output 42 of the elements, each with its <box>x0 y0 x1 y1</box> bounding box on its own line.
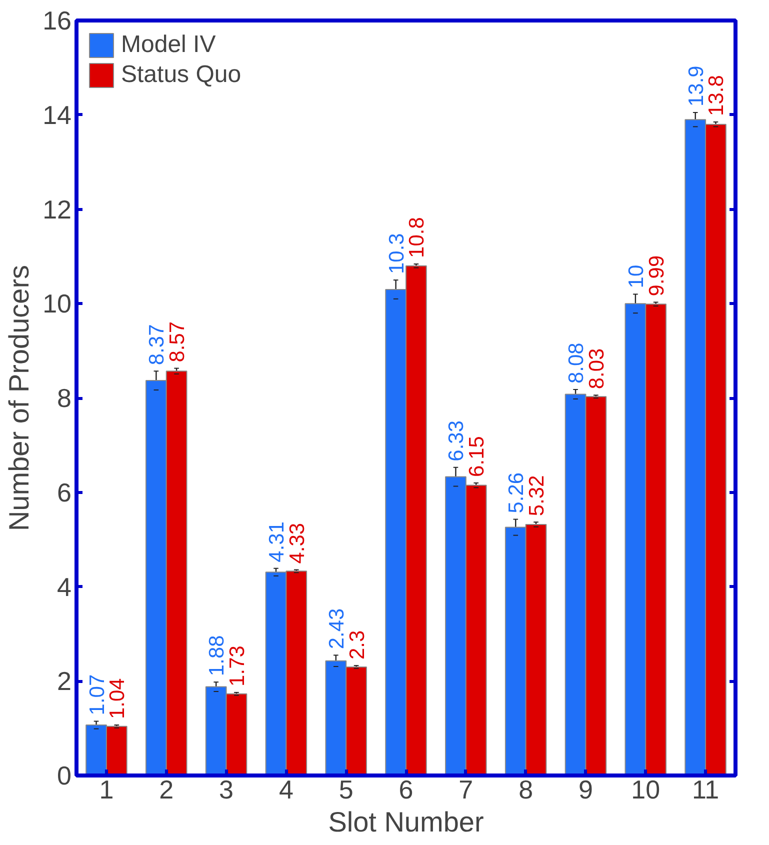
x-tick-label: 6 <box>398 774 414 804</box>
data-label: 8.57 <box>166 321 190 362</box>
x-tick-label: 5 <box>338 774 354 804</box>
data-label: 5.26 <box>505 472 528 514</box>
data-label: 9.99 <box>645 255 668 296</box>
data-label: 5.32 <box>526 475 549 516</box>
x-tick-label: 7 <box>458 774 474 804</box>
data-label: 10.8 <box>406 217 429 258</box>
x-axis-title: Slot Number <box>328 806 484 838</box>
x-tick-label: 1 <box>99 774 114 804</box>
data-label: 2.43 <box>325 608 348 650</box>
y-tick-label: 0 <box>57 760 72 790</box>
data-label: 13.9 <box>684 66 708 107</box>
x-tick-label: 9 <box>578 774 593 804</box>
data-label: 1.04 <box>106 678 130 720</box>
y-tick-label: 12 <box>42 194 72 224</box>
data-label: 6.15 <box>466 436 489 477</box>
y-tick-label: 2 <box>57 666 72 696</box>
data-label: 4.33 <box>286 522 309 564</box>
data-label: 4.31 <box>265 521 288 562</box>
y-tick-label: 10 <box>42 288 72 319</box>
x-tick-label: 8 <box>518 774 534 804</box>
data-label: 8.37 <box>146 324 169 366</box>
y-tick-label: 6 <box>57 477 72 508</box>
x-tick-label: 2 <box>159 774 174 804</box>
data-label: 6.33 <box>445 420 468 462</box>
y-tick-label: 16 <box>42 6 72 36</box>
x-tick-label: 3 <box>219 774 234 804</box>
x-tick-label: 11 <box>692 774 720 804</box>
data-label: 13.8 <box>705 75 728 116</box>
legend-label: Model IV <box>121 31 216 59</box>
x-tick-label: 10 <box>631 774 660 804</box>
legend-label: Status Quo <box>121 61 242 89</box>
x-tick-label: 4 <box>278 774 294 804</box>
y-tick-label: 4 <box>57 572 72 602</box>
data-label: 1.07 <box>86 674 109 716</box>
data-label: 10.3 <box>385 233 408 274</box>
y-tick-label: 14 <box>42 100 72 130</box>
data-label: 10 <box>624 264 648 288</box>
y-tick-label: 8 <box>57 383 72 413</box>
data-label: 2.3 <box>346 630 369 660</box>
y-axis-title: Number of Producers <box>4 264 35 532</box>
